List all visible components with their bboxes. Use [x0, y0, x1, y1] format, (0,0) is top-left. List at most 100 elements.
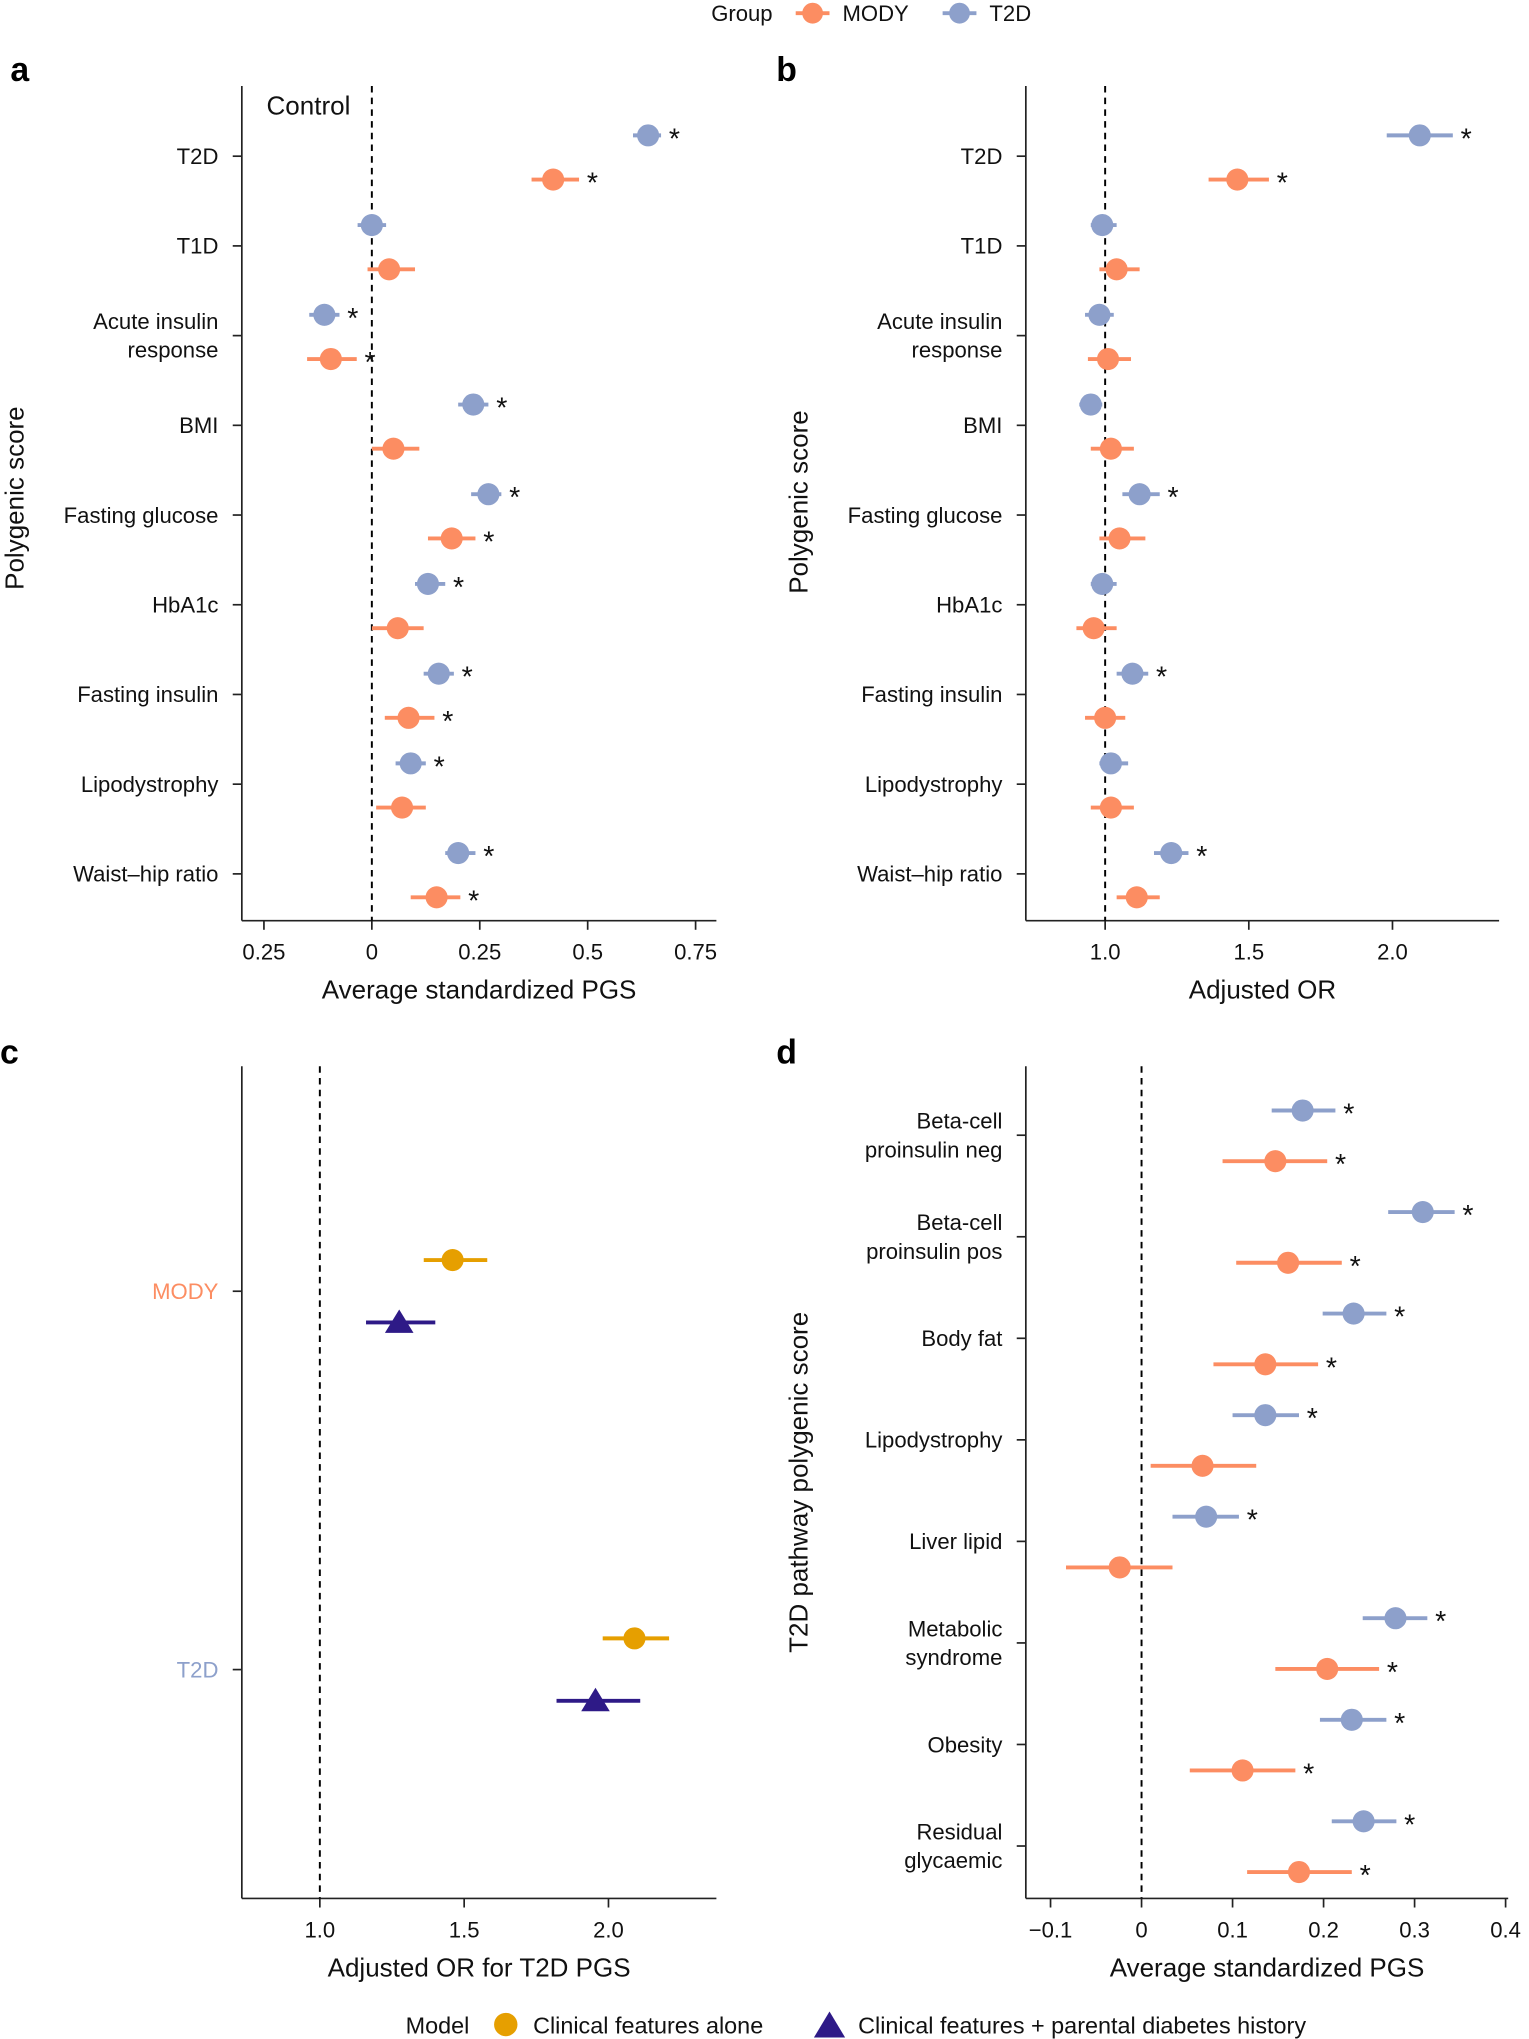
significance-star: *: [434, 751, 445, 783]
x-tick-label: 1.5: [449, 1917, 480, 1942]
category-label: syndrome: [905, 1645, 1002, 1670]
significance-star: *: [483, 841, 494, 873]
data-point: [427, 662, 450, 685]
data-point-triangle: [384, 1309, 414, 1333]
category-label: Residual: [916, 1820, 1002, 1845]
category-label: MODY: [152, 1279, 219, 1304]
x-axis-title: Adjusted OR: [1189, 975, 1336, 1005]
category-label: Acute insulin: [93, 309, 218, 334]
category-label: Lipodystrophy: [865, 772, 1003, 797]
data-point: [542, 168, 565, 191]
category-label: Lipodystrophy: [81, 772, 219, 797]
data-point: [1121, 662, 1144, 685]
significance-star: *: [509, 482, 520, 514]
data-point: [1291, 1099, 1314, 1122]
data-point: [313, 303, 336, 326]
x-tick-label: 0.4: [1490, 1917, 1521, 1942]
category-label: T2D: [961, 144, 1003, 169]
data-point: [1091, 214, 1114, 237]
legend-marker-clinical: [494, 2012, 518, 2037]
x-tick-label: 0.25: [458, 940, 501, 965]
significance-star: *: [468, 885, 479, 917]
x-tick-label: 2.0: [593, 1917, 624, 1942]
significance-star: *: [1462, 1200, 1473, 1232]
panel-letter: c: [0, 1034, 19, 1072]
data-point: [1352, 1810, 1375, 1833]
category-label: T2D: [177, 1657, 219, 1682]
significance-star: *: [1326, 1352, 1337, 1384]
category-label: T2D: [177, 144, 219, 169]
data-point: [1082, 617, 1105, 640]
category-label: proinsulin pos: [866, 1239, 1002, 1264]
x-tick-label: 2.0: [1377, 940, 1408, 965]
panel-c: c 1.0 1.5 2.0 Adjusted OR for T2D PGS MODY T2D: [0, 1034, 717, 1982]
x-axis-title: Adjusted OR for T2D PGS: [328, 1952, 631, 1982]
x-axis-title: Average standardized PGS: [322, 975, 637, 1005]
panel-b: b 1.0 1.5 2.0 Adjusted OR Polygenic score T2D T…: [776, 51, 1500, 1005]
x-tick-label: 0.25: [242, 940, 285, 965]
significance-star: *: [462, 662, 473, 694]
data-point: [623, 1627, 646, 1650]
x-tick-label: 1.0: [1090, 940, 1121, 965]
data-point: [1191, 1454, 1214, 1477]
data-point: [1411, 1201, 1434, 1224]
category-label: T1D: [177, 234, 219, 259]
legend-label-parental: Clinical features + parental diabetes hi…: [858, 2013, 1306, 2039]
significance-star: *: [1335, 1149, 1346, 1181]
data-point: [1384, 1607, 1407, 1630]
data-point: [1096, 347, 1120, 371]
significance-star: *: [1404, 1809, 1415, 1841]
data-point: [1408, 124, 1431, 147]
legend-title: Group: [711, 1, 772, 26]
significance-star: *: [1247, 1505, 1258, 1537]
x-tick-label: 0: [366, 940, 378, 965]
y-axis-title: Polygenic score: [783, 410, 813, 594]
data-point: [440, 527, 463, 550]
data-point: [441, 1248, 464, 1272]
data-point: [1342, 1302, 1365, 1325]
data-point: [1340, 1708, 1363, 1731]
legend-label-t2d: T2D: [989, 1, 1031, 26]
category-label: Acute insulin: [877, 309, 1002, 334]
data-point: [1195, 1505, 1218, 1528]
category-label: Waist–hip ratio: [73, 862, 218, 887]
data-point: [382, 437, 405, 460]
data-point: [462, 393, 485, 416]
category-label: Liver lipid: [909, 1529, 1002, 1554]
panel-d: d −0.1 0 0.1 0.2 0.3 0.4 Average standardized P…: [776, 1034, 1521, 1983]
significance-star: *: [1435, 1606, 1446, 1638]
panel-letter: a: [10, 51, 30, 89]
data-point: [1108, 527, 1131, 550]
data-point: [1287, 1860, 1311, 1884]
data-point: [447, 842, 470, 865]
data-point: [360, 214, 383, 237]
category-label: Body fat: [921, 1326, 1002, 1351]
significance-star: *: [1343, 1099, 1354, 1131]
data-point: [1254, 1353, 1277, 1376]
panel-a: a 0.25 0 0.25 0.5 0.75 Average standardized PG…: [0, 51, 717, 1005]
x-tick-label: 0.1: [1217, 1917, 1248, 1942]
data-point: [1264, 1150, 1287, 1173]
category-label: response: [128, 338, 219, 363]
x-tick-label: 0.75: [674, 940, 717, 965]
category-label: BMI: [179, 413, 218, 438]
panel-letter: d: [776, 1034, 797, 1072]
data-point: [1105, 258, 1128, 281]
category-label: response: [912, 338, 1003, 363]
significance-star: *: [1350, 1251, 1361, 1283]
data-point: [399, 752, 422, 775]
significance-star: *: [1394, 1302, 1405, 1334]
data-point: [1226, 168, 1249, 191]
data-point: [416, 572, 440, 595]
data-point: [1079, 393, 1102, 416]
significance-star: *: [1360, 1860, 1371, 1892]
data-point: [386, 617, 409, 640]
x-tick-label: 1.0: [304, 1917, 335, 1942]
significance-star: *: [1461, 123, 1472, 155]
data-point: [397, 706, 420, 729]
category-label: BMI: [963, 413, 1002, 438]
x-tick-label: 1.5: [1233, 940, 1264, 965]
data-point: [1099, 437, 1122, 460]
significance-star: *: [483, 526, 494, 558]
category-label: Metabolic: [908, 1616, 1003, 1641]
